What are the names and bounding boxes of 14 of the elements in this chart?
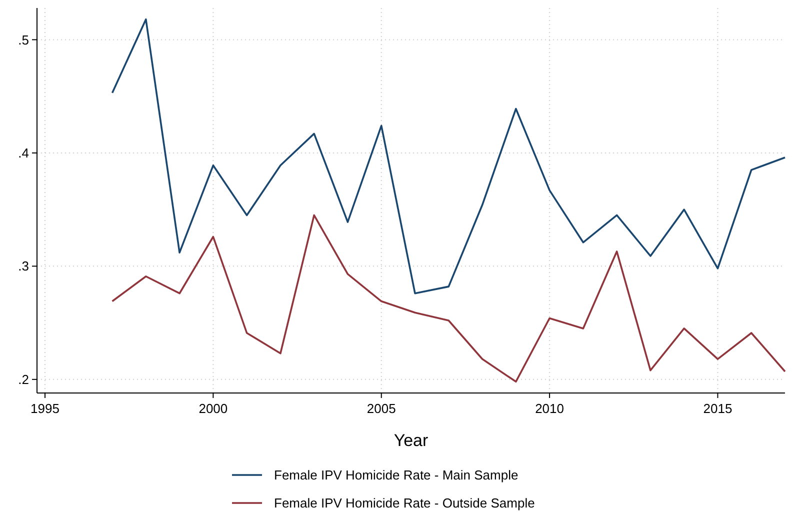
legend-label: Female IPV Homicide Rate - Outside Sample [274, 496, 535, 511]
line-series [111, 18, 786, 294]
y-tick-label: .2 [18, 372, 29, 387]
x-tick-label: 2010 [535, 401, 564, 416]
x-tick-label: 2000 [198, 401, 228, 416]
line-series [111, 214, 786, 383]
x-axis-title: Year [394, 431, 429, 450]
x-tick-label: 2005 [366, 401, 396, 416]
x-tick-label: 2015 [703, 401, 732, 416]
y-tick-label: .5 [18, 32, 29, 48]
x-tick-label: 1995 [30, 401, 60, 416]
y-tick-label: .3 [18, 258, 29, 274]
y-tick-label: .4 [18, 145, 29, 160]
legend-label: Female IPV Homicide Rate - Main Sample [274, 468, 518, 483]
